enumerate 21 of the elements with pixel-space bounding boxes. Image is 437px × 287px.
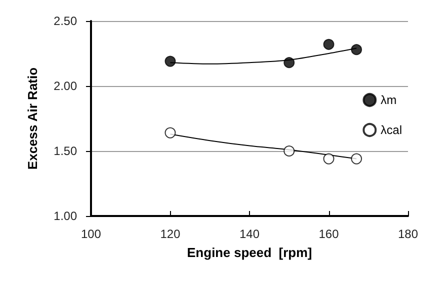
point <box>284 146 295 156</box>
legend-label: λm <box>380 93 397 107</box>
y-tick-label: 1.00 <box>54 209 78 223</box>
point <box>323 38 334 50</box>
x-axis-title: Engine speed [rpm] <box>187 245 312 260</box>
x-tick-label: 180 <box>398 227 418 241</box>
point <box>351 44 362 56</box>
point <box>164 56 176 67</box>
legend-label: λcal <box>380 123 402 137</box>
y-tick-label: 2.50 <box>54 14 78 28</box>
x-tick-label: 140 <box>239 227 260 241</box>
y-tick-label: 2.00 <box>54 79 78 93</box>
point <box>351 153 362 164</box>
x-tick-label: 120 <box>160 227 181 241</box>
y-tick-label: 1.50 <box>54 144 78 158</box>
point <box>284 57 295 68</box>
x-tick-label: 100 <box>80 227 102 241</box>
point <box>164 127 176 138</box>
x-tick-label: 160 <box>318 227 340 241</box>
point <box>323 153 334 164</box>
y-axis-title: Excess Air Ratio <box>25 67 40 170</box>
